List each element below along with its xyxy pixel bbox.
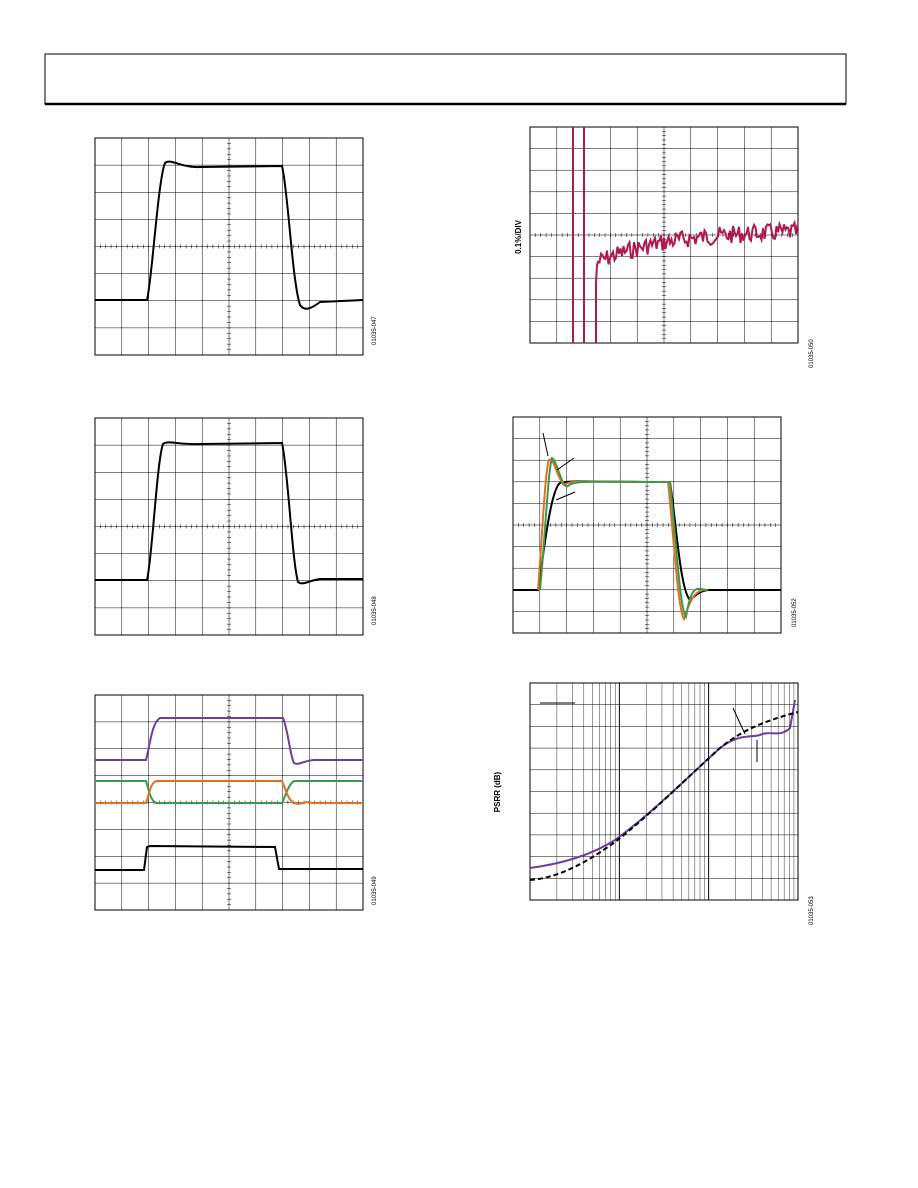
traces — [95, 160, 799, 881]
grids — [94, 126, 799, 911]
header-box — [44, 53, 847, 105]
trace — [95, 160, 364, 310]
arrow — [556, 457, 575, 471]
figure-id: 01035-052 — [792, 598, 798, 627]
y-axis-label: 0.1%/DIV — [514, 219, 523, 253]
arrow — [732, 707, 746, 735]
trace — [95, 780, 363, 804]
trace — [95, 844, 363, 871]
figure-id: 01035-049 — [372, 876, 378, 905]
arrow — [542, 432, 549, 457]
figure-id: 01035-053 — [809, 896, 815, 925]
trace — [95, 717, 363, 765]
noise-trace — [572, 127, 799, 343]
trace — [95, 780, 363, 805]
arrow — [555, 491, 576, 501]
figure-id: 01035-050 — [809, 339, 815, 368]
trace — [539, 456, 709, 620]
trace — [95, 441, 363, 585]
trace — [529, 699, 796, 869]
figure-id: 01035-048 — [372, 596, 378, 625]
trace — [529, 711, 799, 881]
y-axis-label: PSRR (dB) — [493, 771, 502, 812]
trace — [595, 219, 799, 284]
figure-id: 01035-047 — [372, 316, 378, 345]
annotation-arrows — [540, 432, 758, 762]
